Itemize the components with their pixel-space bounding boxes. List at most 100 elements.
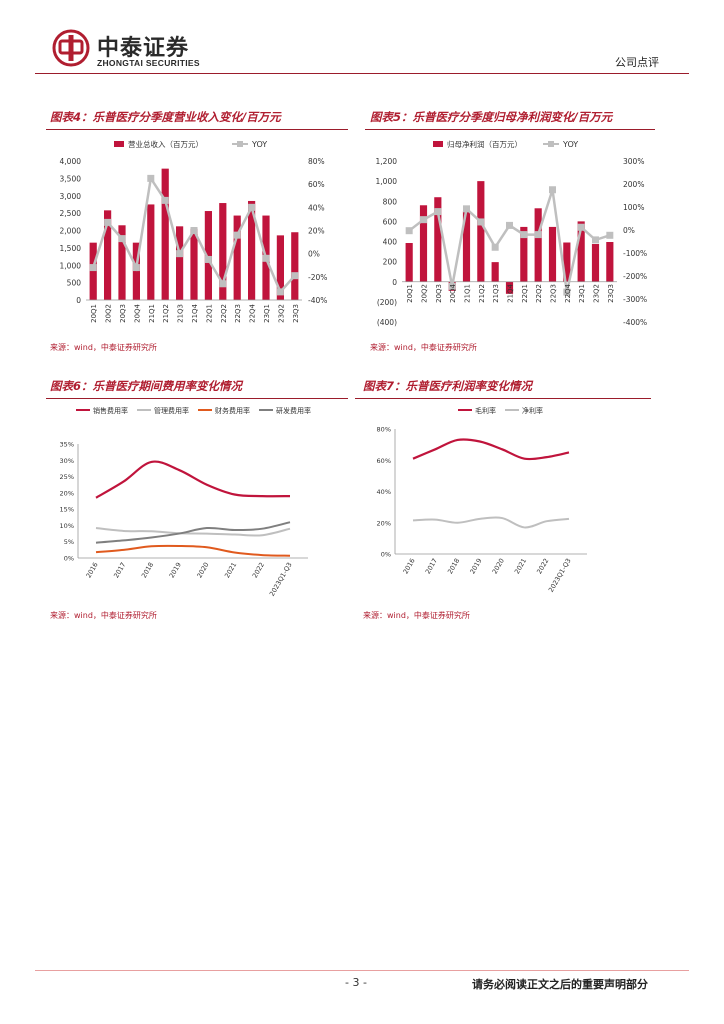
legend-label: 管理费用率 (154, 406, 189, 415)
y2-tick-label: -400% (623, 318, 647, 327)
brand-name-en: ZHONGTAI SECURITIES (97, 58, 200, 68)
x-tick-label: 23Q2 (277, 304, 285, 323)
yoy-point (190, 227, 198, 234)
x-tick-label: 20Q4 (133, 303, 141, 322)
yoy-point (204, 255, 212, 263)
page-number: - 3 - (345, 976, 367, 989)
company-logo (52, 29, 90, 67)
y-tick-label: 0% (64, 555, 74, 563)
y-tick-label: 2,000 (60, 227, 82, 236)
y2-tick-label: 300% (623, 157, 644, 166)
series-line (95, 521, 291, 544)
bar (419, 205, 428, 282)
bar (219, 203, 227, 300)
legend-label: 销售费用率 (93, 406, 128, 415)
x-tick-label: 23Q3 (292, 304, 300, 323)
legend-label: 净利率 (522, 406, 543, 415)
legend-swatch-bar (114, 141, 124, 147)
legend-label: 研发费用率 (276, 406, 311, 415)
bar (132, 242, 140, 300)
yoy-point (118, 235, 126, 243)
chart-title-underline (46, 129, 348, 130)
x-tick-label: 20Q3 (119, 304, 127, 323)
x-tick-label: 20Q3 (435, 284, 443, 303)
margin-chart: 毛利率 净利率 80% 60% 40% 20% 0% 2016 2017 2018 2019 2020… (377, 406, 587, 594)
x-tick-label: 2020 (195, 561, 210, 579)
x-tick-label: 22Q4 (249, 303, 257, 322)
x-tick-label: 21Q3 (177, 304, 185, 323)
y-tick-label: 30% (60, 457, 74, 465)
x-tick-label: 2020 (491, 557, 506, 575)
y2-tick-label: 200% (623, 180, 644, 189)
y-tick-label: 4,000 (60, 157, 82, 166)
x-tick-label: 22Q4 (564, 283, 572, 302)
y-tick-label: 35% (60, 441, 74, 449)
x-tick-label: 2021 (513, 557, 528, 575)
y-tick-label: 20% (377, 519, 391, 527)
y-tick-label: 600 (383, 217, 398, 226)
x-tick-label: 2019 (468, 557, 483, 575)
series-line (95, 527, 291, 537)
yoy-point (491, 243, 499, 251)
x-tick-label: 22Q1 (521, 284, 529, 303)
chart-title-underline (355, 398, 651, 399)
x-tick-label: 23Q1 (263, 304, 271, 323)
legend-label: 财务费用率 (215, 406, 250, 415)
bar (248, 200, 256, 300)
x-tick-label: 22Q3 (234, 304, 242, 323)
series-line (412, 438, 570, 461)
y2-tick-label: -300% (623, 295, 647, 304)
legend-swatch-marker (237, 141, 243, 147)
bar (291, 232, 299, 300)
x-tick-label: 2019 (168, 561, 183, 579)
x-tick-label: 22Q3 (550, 284, 558, 303)
bar (520, 226, 528, 282)
chart-title-margin: 图表7：乐普医疗利润率变化情况 (363, 379, 532, 393)
y-tick-label: 60% (377, 457, 391, 465)
x-tick-label: 22Q2 (220, 304, 228, 323)
yoy-point (448, 282, 456, 290)
x-tick-label: 21Q1 (148, 304, 156, 323)
y2-tick-label: 80% (308, 157, 325, 166)
yoy-point (577, 223, 585, 231)
y-tick-label: 0 (76, 296, 81, 305)
x-tick-label: 20Q1 (90, 304, 98, 323)
y-tick-label: 25% (60, 473, 74, 481)
bar (233, 215, 241, 300)
x-tick-label: 2017 (424, 557, 439, 575)
yoy-point (89, 264, 97, 272)
source-note: 来源：wind，中泰证券研究所 (50, 611, 157, 620)
y2-tick-label: -100% (623, 249, 647, 258)
yoy-point (520, 231, 528, 239)
x-tick-label: 21Q2 (162, 304, 170, 323)
yoy-point (606, 231, 614, 239)
bar (204, 211, 212, 300)
y-tick-label: (200) (377, 298, 397, 307)
chart-title-underline (46, 398, 348, 399)
yoy-point (405, 227, 413, 235)
yoy-point (506, 221, 513, 229)
bar (89, 242, 97, 300)
y-tick-label: 500 (67, 279, 82, 288)
y2-tick-label: -40% (308, 296, 327, 305)
x-tick-label: 2018 (140, 561, 155, 579)
bar (147, 204, 155, 300)
x-tick-label: 2023Q1-Q3 (547, 557, 573, 594)
y-tick-label: 5% (64, 538, 74, 546)
y-tick-label: 40% (377, 488, 391, 496)
doc-type-label: 公司点评 (615, 56, 659, 69)
y-tick-label: 800 (383, 197, 398, 206)
y-tick-label: 200 (383, 258, 398, 267)
yoy-point (176, 250, 184, 258)
bar (161, 168, 169, 300)
chart-title-underline (365, 129, 655, 130)
x-tick-label: 2021 (223, 561, 238, 579)
bar (477, 181, 485, 282)
legend-label: 归母净利润（百万元） (447, 139, 522, 149)
legend-label: YOY (562, 140, 578, 149)
bar (563, 242, 571, 282)
x-tick-label: 2023Q1-Q3 (268, 561, 294, 598)
yoy-point (549, 186, 556, 194)
header-divider (35, 73, 689, 74)
footer-divider (35, 970, 689, 971)
